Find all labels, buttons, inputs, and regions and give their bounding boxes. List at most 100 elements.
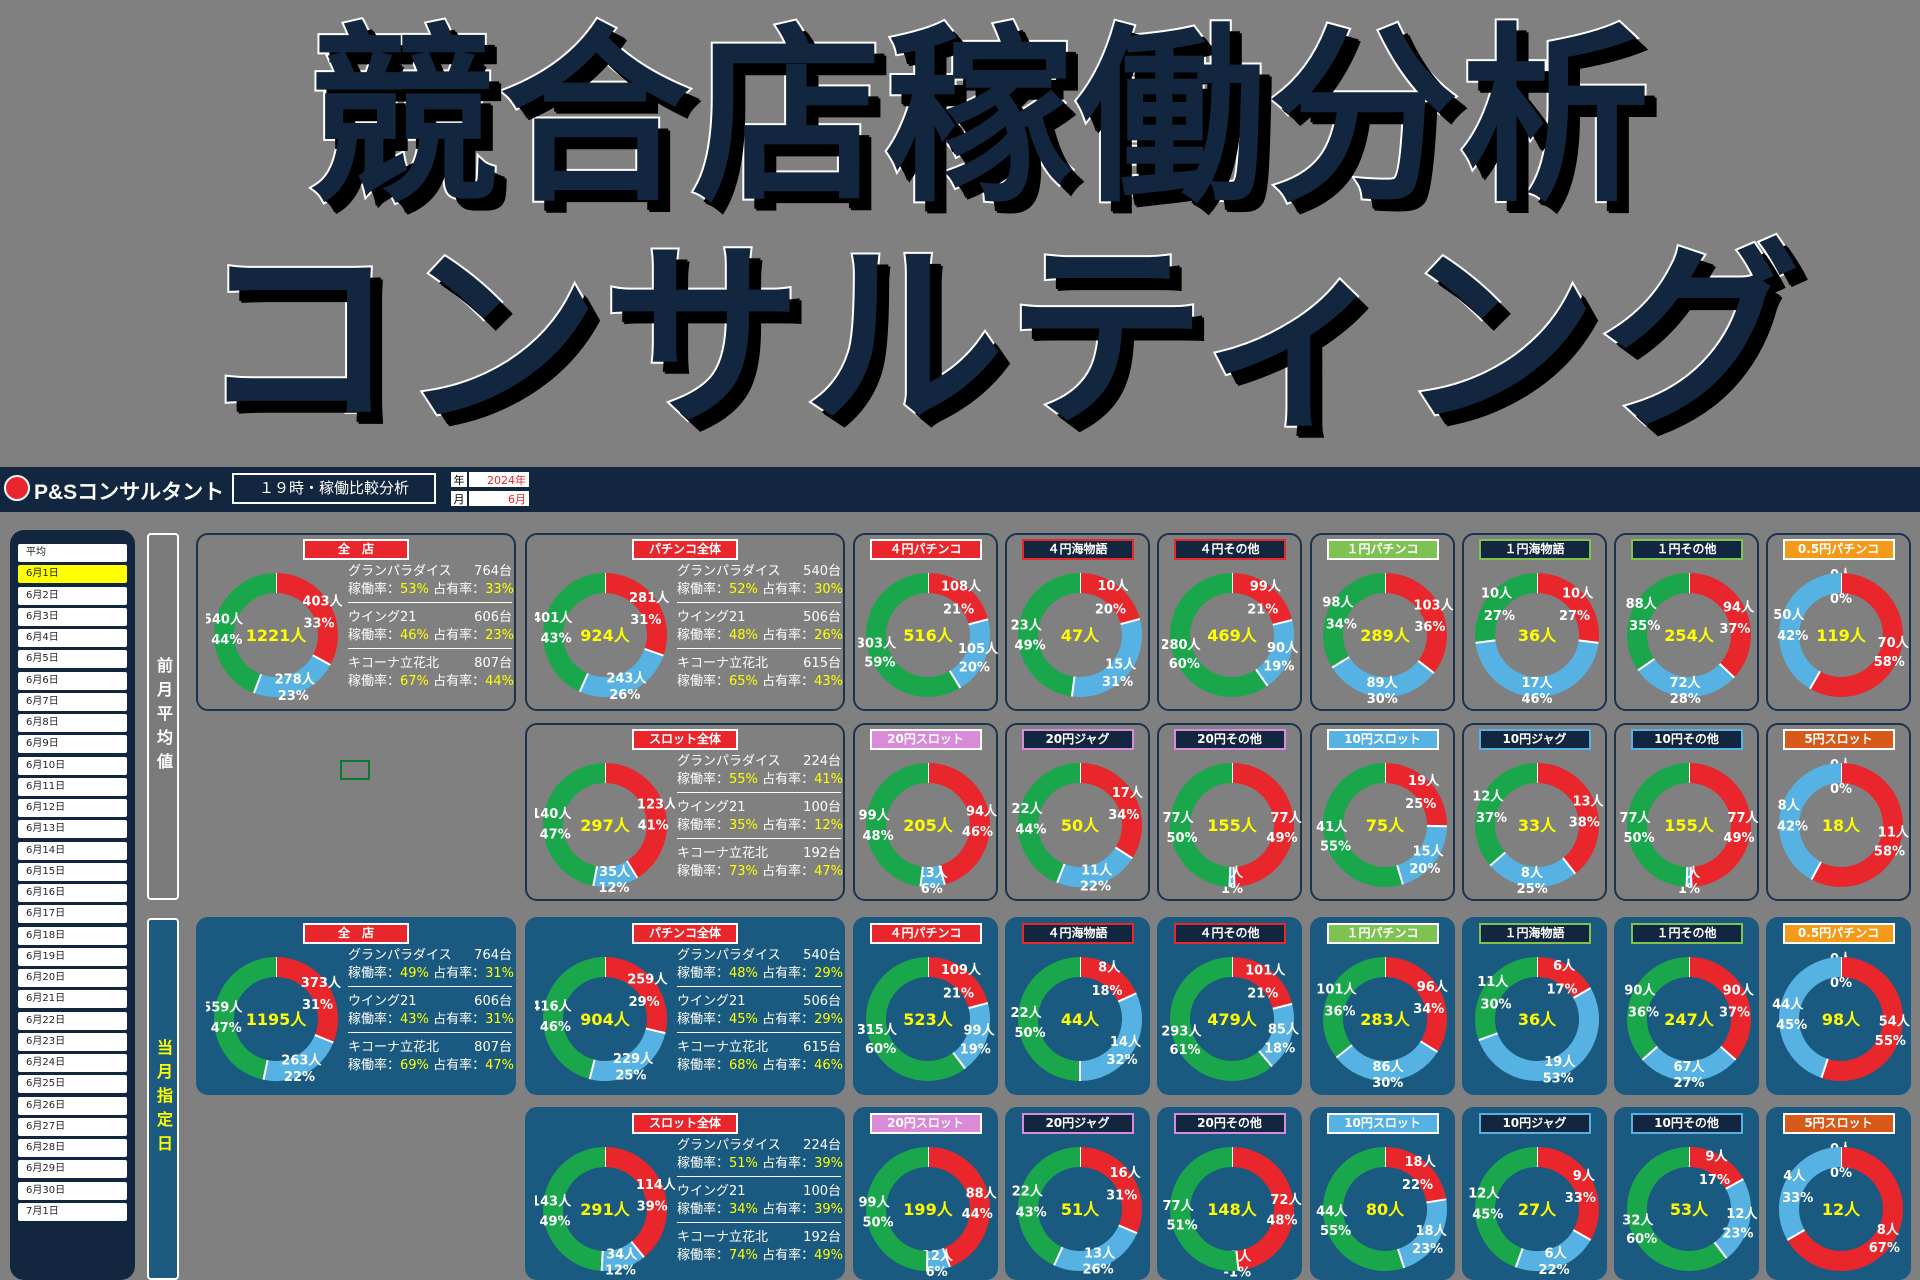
segment-pct-label: 42% (1777, 629, 1808, 644)
share-value: 29% (814, 1012, 843, 1027)
date-item[interactable]: 6月30日 (18, 1181, 127, 1200)
donut-center-total: 469人 (1207, 626, 1257, 645)
chart-title: ４円海物語 (1021, 923, 1134, 944)
date-item[interactable]: 6月27日 (18, 1117, 127, 1136)
date-item[interactable]: 6月22日 (18, 1011, 127, 1030)
date-item[interactable]: 6月12日 (18, 799, 127, 817)
donut-segment (865, 1147, 928, 1271)
date-item[interactable]: 6月1日 (18, 565, 127, 584)
segment-pct-label: 43% (541, 632, 572, 647)
segment-count-label: 6人 (1552, 958, 1575, 974)
segment-count-label: 10人 (1480, 585, 1512, 601)
app-header: P&Sコンサルタント １９時・稼働比較分析 年 2024年 月 6月 (0, 467, 1920, 512)
util-label: 稼働率： (348, 966, 401, 981)
store-name: キコーナ立花北 (677, 846, 769, 861)
segment-separator (967, 618, 988, 626)
date-item[interactable]: 6月3日 (18, 607, 127, 626)
share-value: 46% (814, 1058, 843, 1073)
segment-count-label: 12人 (1468, 1186, 1500, 1202)
date-item[interactable]: 6月10日 (18, 756, 127, 775)
segment-count-label: 23人 (1010, 617, 1042, 633)
date-item[interactable]: 6月23日 (18, 1032, 127, 1051)
date-item[interactable]: 6月5日 (18, 650, 127, 669)
date-item[interactable]: 6月24日 (18, 1054, 127, 1072)
share-label: 占有率： (762, 1202, 815, 1217)
segment-count-label: 12人 (1472, 789, 1504, 805)
date-item[interactable]: 6月19日 (18, 947, 127, 966)
date-item[interactable]: 7月1日 (18, 1202, 127, 1221)
donut-segment (1255, 619, 1294, 686)
report-title: １９時・稼働比較分析 (232, 473, 436, 504)
date-item[interactable]: 6月26日 (18, 1096, 127, 1115)
date-item[interactable]: 6月2日 (18, 586, 127, 605)
segment-count-label: 315人 (858, 1022, 898, 1038)
segment-pct-label: 23% (278, 689, 309, 704)
share-value: 31% (485, 1012, 514, 1027)
donut-segment (1713, 1179, 1751, 1259)
segment-separator (1636, 658, 1655, 672)
date-item[interactable]: 6月29日 (18, 1160, 127, 1179)
store-stats-row: グランパラダイス 764台 稼働率：49% 占有率：31% (348, 947, 514, 987)
date-item[interactable]: 6月11日 (18, 777, 127, 796)
donut-segment (1384, 763, 1447, 827)
date-item[interactable]: 平均 (18, 544, 127, 562)
share-value: 49% (814, 1248, 843, 1263)
date-item[interactable]: 6月20日 (18, 969, 127, 987)
segment-pct-label: 6% (920, 882, 942, 895)
date-item[interactable]: 6月21日 (18, 990, 127, 1009)
date-item[interactable]: 6月7日 (18, 692, 127, 711)
segment-count-label: 540人 (206, 611, 244, 627)
segment-pct-label: 0% (1829, 1166, 1851, 1181)
date-item[interactable]: 6月16日 (18, 884, 127, 902)
segment-separator (1272, 619, 1292, 626)
date-item[interactable]: 6月6日 (18, 671, 127, 690)
date-item[interactable]: 6月17日 (18, 905, 127, 924)
segment-separator (1228, 866, 1231, 887)
donut-segment (1322, 763, 1403, 887)
date-item[interactable]: 6月15日 (18, 862, 127, 881)
segment-count-label: 89人 (1366, 675, 1398, 691)
donut-segment (579, 648, 664, 697)
util-label: 稼働率： (348, 674, 401, 689)
date-item[interactable]: 6月14日 (18, 841, 127, 860)
segment-pct-label: 12% (598, 881, 629, 895)
segment-count-label: 90人 (1624, 983, 1656, 999)
date-item[interactable]: 6月28日 (18, 1139, 127, 1157)
segment-count-label: 6人 (1544, 1246, 1567, 1262)
donut-chart: 8人 18% 14人 32% 22人 50% 44人 (1010, 957, 1142, 1081)
store-stats-row: ウイング21 100台 稼働率：35% 占有率：12% (677, 799, 843, 839)
segment-pct-label: 50% (1623, 831, 1654, 846)
donut-segment (1169, 1147, 1239, 1271)
segment-count-label: 403人 (302, 594, 343, 610)
segment-count-label: 32人 (1622, 1212, 1654, 1228)
chart-card-p-1u: １円海物語 10人 27% 17人 46% 10人 27% 36人 (1462, 533, 1607, 711)
share-value: 33% (485, 582, 514, 597)
chart-title: ４円パチンコ (869, 923, 982, 944)
date-item[interactable]: 6月25日 (18, 1075, 127, 1094)
segment-count-label: 281人 (629, 590, 670, 606)
date-item[interactable]: 6月8日 (18, 714, 127, 732)
segment-separator (630, 1241, 645, 1258)
segment-count-label: 17人 (1521, 675, 1553, 691)
donut-center-total: 53人 (1669, 1200, 1708, 1219)
donut-segment (1778, 573, 1841, 689)
segment-pct-label: 33% (1782, 1191, 1813, 1206)
segment-separator (626, 860, 639, 879)
donut-segment (1017, 573, 1080, 697)
date-item[interactable]: 6月13日 (18, 820, 127, 839)
donut-center-total: 247人 (1664, 1010, 1714, 1029)
date-item[interactable]: 6月9日 (18, 735, 127, 754)
segment-pct-label: 22% (1538, 1263, 1569, 1278)
date-item[interactable]: 6月18日 (18, 926, 127, 945)
month-field[interactable]: 6月 (468, 490, 530, 507)
segment-count-label: 44人 (1772, 996, 1804, 1012)
donut-chart: 109人 21% 99人 19% 315人 60% 523人 (858, 957, 995, 1081)
date-item[interactable]: 6月4日 (18, 629, 127, 647)
segment-count-label: 98人 (1322, 595, 1354, 611)
util-label: 稼働率： (677, 1202, 730, 1217)
selected-cell[interactable] (340, 760, 370, 780)
donut-segment (865, 957, 965, 1081)
year-field[interactable]: 2024年 (468, 471, 530, 488)
segment-pct-label: 60% (1168, 657, 1199, 672)
segment-count-label: 77人 (1270, 810, 1302, 826)
